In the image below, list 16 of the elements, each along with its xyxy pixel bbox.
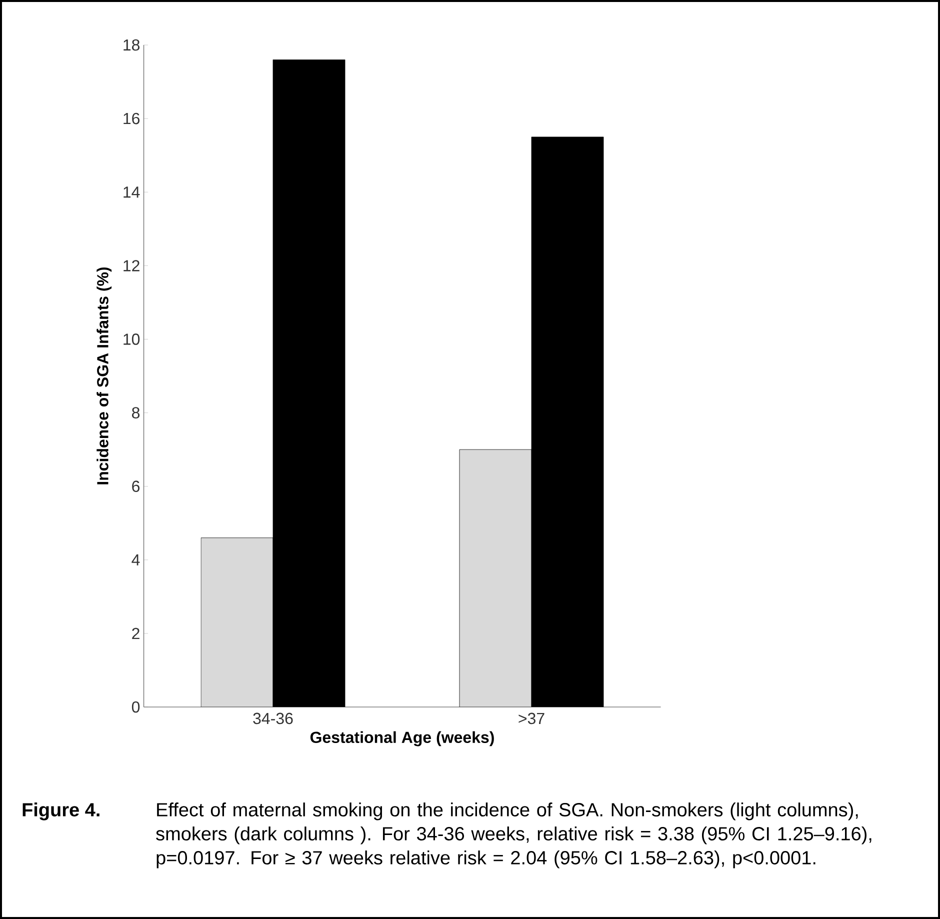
y-tick-label: 18 [124, 39, 140, 51]
caption: Figure 4. [22, 802, 100, 820]
y-tick-label: 6 [132, 480, 140, 492]
y-tick-label: 0 [132, 701, 140, 713]
x-axis-title: Gestational Age (weeks) [310, 731, 494, 746]
x-tick-label: 34-36 [253, 712, 293, 724]
y-tick-label: 8 [132, 407, 140, 418]
text: Effect of maternal smoking on the incidence of SGA. Non-smokers (light columns), smokers (dark columns ). For 34-36 weeks, relative risk = 3.38 (95% CI 1.25–9.16), p=0.0197. For ≥ 37 weeks relative risk = 2.04 (95% CI 1.58–2.63), p<0.0001. [156, 802, 872, 868]
y-tick-label: 12 [124, 260, 140, 272]
y-axis-title: Incidence of SGA Infants (%) [96, 267, 112, 484]
y-tick-label: 10 [124, 334, 140, 345]
y-tick-label: 16 [124, 112, 140, 124]
y-tick-label: 2 [132, 628, 140, 640]
x-tick-label: >37 [518, 712, 544, 724]
y-tick-label: 4 [132, 554, 140, 566]
y-tick-label: 14 [124, 186, 140, 198]
